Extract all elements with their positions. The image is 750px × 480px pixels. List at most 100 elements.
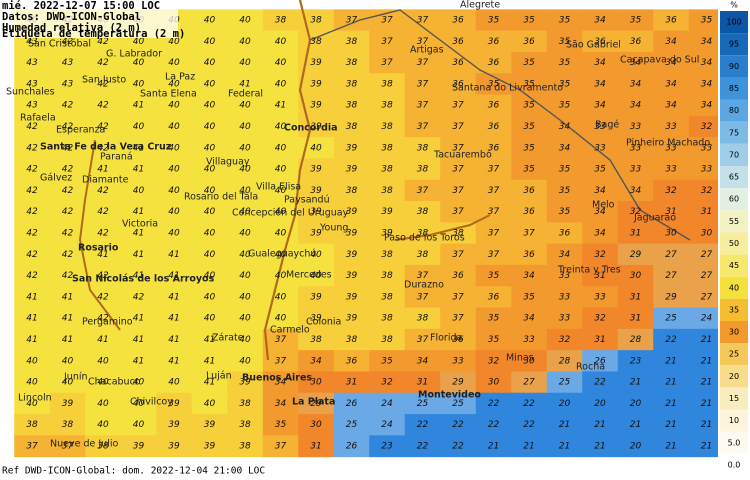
- field-cell: [14, 243, 51, 266]
- temperature-label: 38: [417, 250, 429, 260]
- field-cell: [49, 137, 86, 159]
- temperature-label: 27: [701, 271, 713, 281]
- field-cell: [653, 414, 690, 436]
- legend-label: 90: [729, 62, 739, 71]
- temperature-label: 36: [452, 37, 464, 47]
- temperature-label: 41: [133, 271, 144, 281]
- field-cell: [333, 9, 370, 32]
- field-cell: [49, 414, 86, 436]
- field-cell: [511, 94, 548, 117]
- field-cell: [156, 307, 193, 330]
- field-cell: [156, 73, 193, 96]
- temperature-label: 39: [346, 292, 358, 302]
- temperature-label: 41: [133, 101, 144, 111]
- field-cell: [227, 243, 264, 266]
- temperature-label: 31: [594, 271, 605, 281]
- temperature-label: 38: [346, 58, 358, 68]
- field-cell: [475, 307, 512, 330]
- temperature-label: 35: [559, 165, 571, 175]
- temperature-label: 40: [275, 58, 287, 68]
- temperature-label: 34: [630, 101, 642, 111]
- temperature-label: 22: [417, 442, 429, 452]
- temperature-label: 40: [168, 165, 180, 175]
- legend-label: 35: [729, 305, 739, 314]
- temperature-label: 21: [665, 442, 676, 452]
- temperature-label: 41: [168, 271, 179, 281]
- temperature-label: 33: [630, 122, 642, 132]
- temperature-label: 40: [239, 271, 251, 281]
- place-name: Federal: [228, 89, 263, 100]
- place-name: Rosario: [78, 243, 119, 254]
- temperature-label: 37: [452, 207, 464, 217]
- temperature-label: 21: [523, 442, 534, 452]
- field-cell: [262, 51, 299, 74]
- field-cell: [653, 94, 690, 117]
- temperature-label: 40: [204, 186, 216, 196]
- temperature-label: 23: [381, 442, 393, 452]
- field-cell: [475, 94, 512, 117]
- field-cell: [156, 371, 193, 394]
- temperature-label: 37: [275, 335, 287, 345]
- field-cell: [688, 30, 725, 53]
- field-cell: [440, 137, 477, 159]
- field-cell: [369, 392, 406, 415]
- field-cell: [85, 350, 122, 372]
- place-name: Young: [319, 223, 348, 234]
- field-cell: [582, 94, 619, 117]
- field-cell: [617, 201, 654, 223]
- temperature-label: 40: [310, 271, 322, 281]
- field-cell: [617, 115, 654, 138]
- field-cell: [298, 30, 335, 53]
- field-cell: [49, 73, 86, 96]
- temperature-label: 31: [417, 378, 428, 388]
- temperature-label: 34: [275, 399, 287, 409]
- place-name: Colonia: [306, 317, 341, 328]
- temperature-label: 27: [701, 292, 713, 302]
- field-cell: [546, 222, 583, 245]
- temperature-label: 32: [701, 186, 713, 196]
- field-cell: [369, 73, 406, 96]
- field-cell: [617, 435, 654, 458]
- temperature-label: 34: [630, 58, 642, 68]
- field-cell: [582, 9, 619, 32]
- place-name: Santana do Livramento: [452, 83, 563, 94]
- field-cell: [440, 307, 477, 330]
- field-cell: [85, 201, 122, 223]
- field-cell: [404, 435, 441, 458]
- temperature-label: 38: [381, 271, 393, 281]
- legend-swatch: [720, 143, 748, 166]
- temperature-label: 40: [239, 314, 251, 324]
- temperature-label: 38: [346, 186, 358, 196]
- field-cell: [49, 115, 86, 138]
- temperature-label: 41: [62, 314, 73, 324]
- legend-label: 70: [729, 150, 739, 159]
- temperature-label: 41: [62, 335, 73, 345]
- temperature-label: 35: [559, 79, 571, 89]
- temperature-label: 22: [452, 420, 464, 430]
- legend-label: 20: [729, 372, 739, 381]
- field-cell: [475, 414, 512, 436]
- temperature-label: 39: [346, 165, 358, 175]
- legend-label: 80: [729, 106, 739, 115]
- field-cell: [688, 73, 725, 96]
- field-cell: [333, 264, 370, 287]
- field-cell: [156, 392, 193, 415]
- temperature-label: 37: [417, 271, 429, 281]
- temperature-label: 34: [701, 58, 713, 68]
- temperature-label: 40: [275, 292, 287, 302]
- field-cell: [156, 137, 193, 159]
- field-cell: [440, 222, 477, 245]
- temperature-label: 38: [346, 122, 358, 132]
- field-cell: [14, 201, 51, 223]
- field-cell: [369, 222, 406, 245]
- field-cell: [369, 328, 406, 351]
- legend-label: 85: [729, 84, 739, 93]
- field-cell: [404, 30, 441, 53]
- temperature-label: 38: [417, 229, 429, 239]
- temperature-label: 40: [275, 229, 287, 239]
- place-name: Tacuarembó: [433, 150, 492, 161]
- field-cell: [440, 435, 477, 458]
- field-cell: [14, 264, 51, 287]
- temperature-label: 34: [523, 314, 535, 324]
- temperature-label: 38: [310, 37, 322, 47]
